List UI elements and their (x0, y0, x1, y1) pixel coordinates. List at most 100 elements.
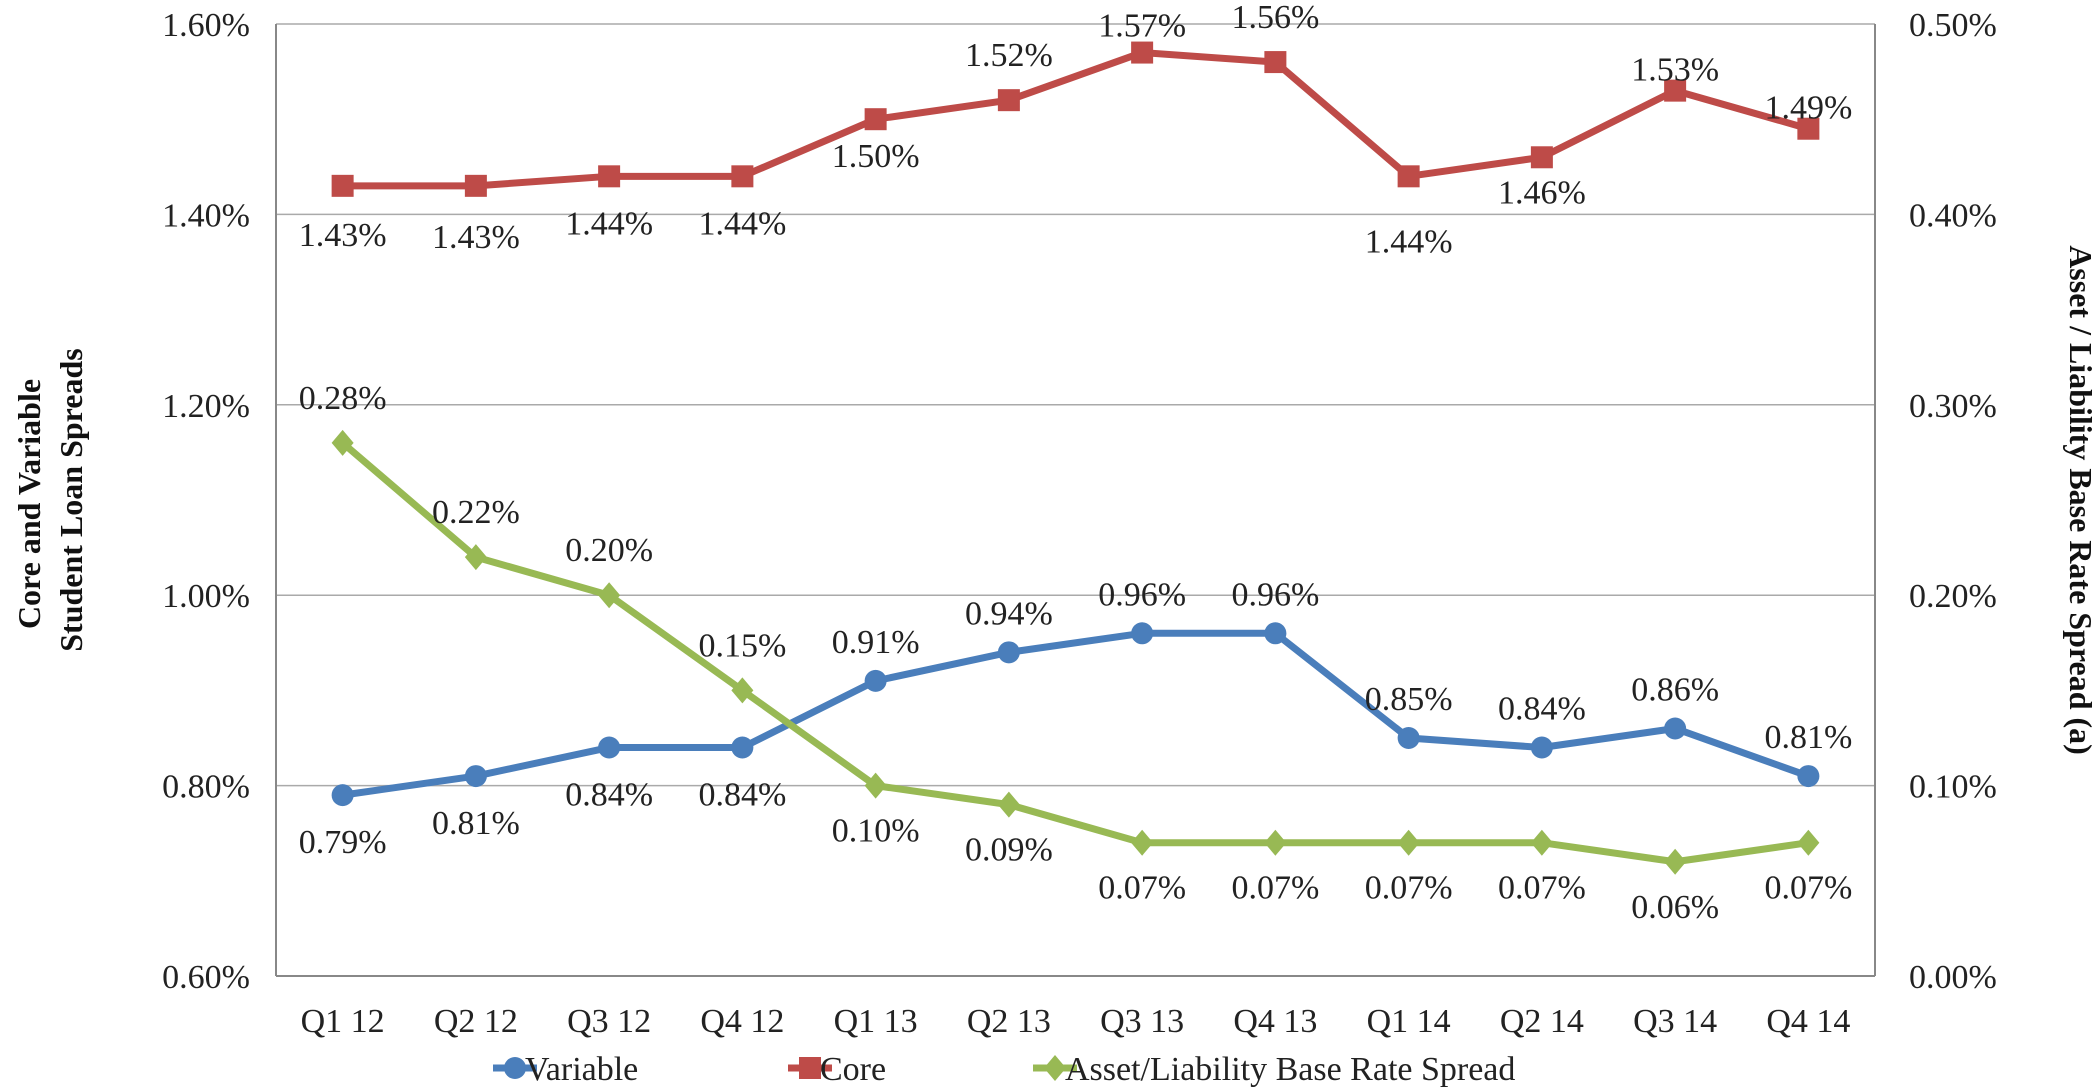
data-label: 1.43% (299, 217, 387, 254)
data-label: 1.49% (1764, 90, 1852, 127)
data-point (997, 641, 1020, 664)
y-axis-title-line1: Core and Variable (11, 379, 47, 629)
data-label: 0.94% (965, 595, 1053, 632)
data-point (864, 108, 887, 131)
y-tick-label-right: 0.30% (1909, 388, 1997, 425)
data-label: 1.46% (1498, 174, 1586, 211)
legend-label: Variable (525, 1051, 638, 1088)
data-label: 0.79% (299, 824, 387, 861)
data-point (1664, 79, 1687, 102)
data-label: 0.15% (698, 627, 786, 664)
legend-marker (1044, 1055, 1066, 1081)
y-tick-label-right: 0.10% (1909, 769, 1997, 806)
data-point (331, 174, 354, 197)
data-point (1797, 829, 1820, 856)
data-point (1797, 117, 1820, 140)
series-variable: 0.79% 0.81% 0.84% 0.84% 0.91% 0.94% 0.96% 0.96%… (299, 576, 1853, 861)
data-label: 1.44% (1365, 223, 1453, 260)
data-label: 1.57% (1098, 8, 1186, 45)
data-point (598, 165, 621, 188)
data-label: 0.07% (1764, 870, 1852, 907)
data-label: 0.85% (1365, 681, 1453, 718)
data-point (1664, 717, 1687, 740)
data-point (464, 174, 487, 197)
x-tick-label: Q1 13 (834, 1003, 918, 1040)
series-group: 0.79% 0.81% 0.84% 0.84% 0.91% 0.94% 0.96% 0.96%… (299, 0, 1853, 926)
series-asset-liability-base-rate-spread: 0.28% 0.22% 0.20% 0.15% 0.10% 0.09% 0.07% 0.07%… (299, 380, 1853, 926)
data-label: 0.07% (1365, 870, 1453, 907)
y-tick-label-right: 0.00% (1909, 959, 1997, 996)
data-point (1264, 622, 1287, 645)
data-label: 0.81% (1764, 719, 1852, 756)
data-label: 1.56% (1231, 0, 1319, 36)
y-tick-label-left: 1.60% (162, 7, 250, 44)
data-label: 1.50% (832, 138, 920, 175)
y-tick-label-left: 0.80% (162, 769, 250, 806)
data-point (464, 765, 487, 788)
legend-item: Asset/Liability Base Rate Spread (1033, 1051, 1515, 1088)
data-point (1264, 51, 1287, 74)
legend-item: Variable (493, 1051, 638, 1088)
data-point (864, 772, 887, 799)
data-point (731, 736, 754, 759)
data-label: 0.84% (1498, 691, 1586, 728)
y-tick-label-left: 0.60% (162, 959, 250, 996)
data-label: 1.53% (1631, 52, 1719, 89)
data-label: 0.20% (565, 532, 653, 569)
data-point (1131, 41, 1154, 64)
x-tick-label: Q2 13 (967, 1003, 1051, 1040)
data-point (864, 669, 887, 692)
y-tick-label-left: 1.40% (162, 197, 250, 234)
data-label: 0.07% (1231, 870, 1319, 907)
x-tick-label: Q4 12 (700, 1003, 784, 1040)
y-tick-label-right: 0.50% (1909, 7, 1997, 44)
y-axis-title-left: Core and Variable Student Loan Spreads (11, 348, 89, 652)
x-tick-label: Q1 12 (301, 1003, 385, 1040)
data-point (1797, 765, 1820, 788)
data-point (997, 791, 1020, 818)
data-label: 0.22% (432, 494, 520, 531)
data-label: 1.44% (698, 205, 786, 242)
data-point (331, 784, 354, 807)
y-axis-title-line2: Student Loan Spreads (53, 348, 89, 652)
x-tick-label: Q4 14 (1766, 1003, 1850, 1040)
data-point (598, 736, 621, 759)
x-tick-label: Q2 14 (1500, 1003, 1584, 1040)
data-point (1131, 829, 1154, 856)
data-label: 1.44% (565, 205, 653, 242)
data-label: 0.28% (299, 380, 387, 417)
legend-marker (504, 1057, 526, 1079)
data-label: 0.07% (1098, 870, 1186, 907)
data-label: 0.84% (565, 777, 653, 814)
data-label: 0.91% (832, 624, 920, 661)
series-line (342, 629, 1810, 799)
data-label: 0.96% (1231, 576, 1319, 613)
gridlines (275, 23, 1876, 977)
data-label: 1.43% (432, 219, 520, 256)
data-point (598, 582, 621, 609)
data-point (1530, 829, 1553, 856)
tick-labels: 0.60% 0.00% 0.80% 0.10% 1.00% 0.20% 1.20% 0.30%… (162, 7, 1997, 1040)
data-point (1397, 829, 1420, 856)
x-tick-label: Q1 14 (1367, 1003, 1451, 1040)
x-tick-label: Q2 12 (434, 1003, 518, 1040)
data-point (1530, 736, 1553, 759)
data-point (1397, 727, 1420, 749)
data-point (1530, 146, 1553, 169)
data-point (997, 89, 1020, 112)
data-point (1397, 165, 1420, 188)
legend-label: Asset/Liability Base Rate Spread (1065, 1051, 1515, 1088)
data-label: 0.81% (432, 805, 520, 842)
data-label: 0.07% (1498, 870, 1586, 907)
data-label: 0.09% (965, 832, 1053, 869)
series-line (342, 49, 1810, 190)
x-tick-label: Q3 13 (1100, 1003, 1184, 1040)
data-point (1131, 622, 1154, 645)
data-point (1264, 829, 1287, 856)
data-label: 0.84% (698, 777, 786, 814)
x-tick-label: Q3 12 (567, 1003, 651, 1040)
y-tick-label-right: 0.40% (1909, 197, 1997, 234)
data-label: 0.96% (1098, 576, 1186, 613)
data-label: 0.86% (1631, 671, 1719, 708)
